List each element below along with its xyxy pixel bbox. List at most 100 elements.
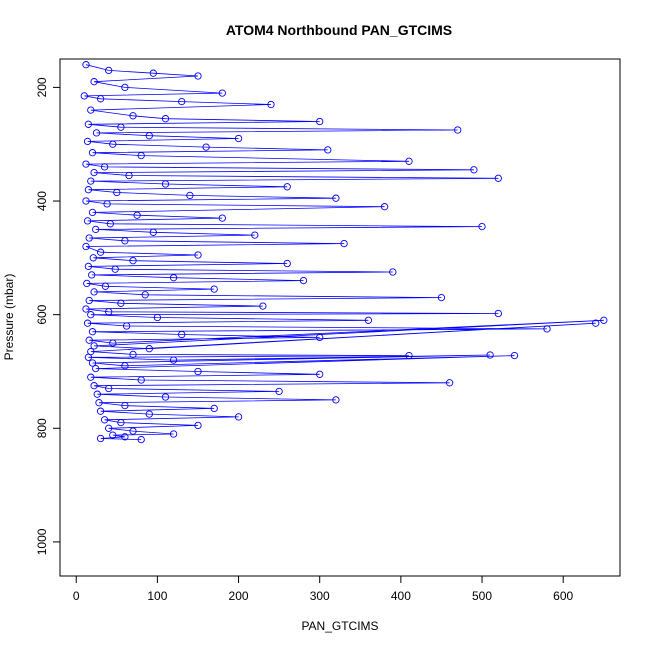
data-point	[121, 401, 129, 410]
data-point	[93, 390, 101, 398]
data-point	[84, 353, 93, 361]
data-point	[145, 132, 153, 140]
data-point	[88, 149, 97, 157]
data-point	[340, 239, 348, 248]
data-point	[85, 336, 93, 344]
data-point	[178, 97, 186, 106]
data-point	[117, 418, 125, 427]
data-point	[96, 434, 105, 443]
data-point	[389, 268, 397, 276]
data-point	[84, 120, 93, 128]
data-point	[299, 276, 308, 285]
data-point	[186, 191, 194, 200]
data-point	[85, 296, 93, 305]
data-point	[90, 168, 98, 177]
data-point	[87, 106, 95, 114]
data-point	[121, 237, 129, 245]
data-point	[100, 163, 109, 171]
data-point	[478, 222, 486, 231]
data-point	[90, 382, 98, 390]
data-point	[100, 416, 109, 424]
data-point	[96, 95, 105, 103]
data-point	[122, 322, 131, 330]
chart-title: ATOM4 Northbound PAN_GTCIMS	[226, 22, 452, 38]
y-tick-label: 200	[35, 77, 49, 97]
y-tick-label: 400	[35, 191, 49, 211]
data-point	[87, 177, 95, 185]
data-point	[101, 282, 110, 290]
data-point	[194, 72, 202, 80]
data-point	[109, 339, 117, 347]
data-point	[129, 427, 137, 435]
data-point	[95, 399, 103, 407]
data-point	[92, 364, 100, 373]
data-point	[137, 376, 145, 384]
data-point	[113, 188, 121, 197]
data-point	[169, 356, 178, 364]
data-point	[275, 387, 283, 396]
data-point	[88, 328, 97, 336]
x-tick-label: 500	[472, 589, 492, 603]
data-point	[137, 151, 145, 160]
data-point	[332, 396, 340, 404]
data-point	[234, 134, 243, 143]
data-point	[405, 351, 413, 360]
data-point	[145, 410, 153, 418]
data-point	[82, 61, 90, 69]
x-tick-label: 400	[391, 589, 411, 603]
data-point	[83, 137, 92, 146]
data-point	[133, 211, 141, 219]
data-point	[202, 143, 210, 151]
data-point	[470, 166, 478, 174]
data-point	[316, 333, 324, 342]
data-point	[405, 157, 413, 165]
data-point	[218, 89, 226, 97]
data-point	[218, 214, 226, 222]
data-point	[169, 274, 178, 282]
data-point	[129, 112, 137, 120]
data-point	[454, 126, 462, 134]
data-point	[169, 430, 178, 438]
y-tick-label: 600	[35, 304, 49, 324]
data-point	[234, 413, 243, 421]
data-point	[103, 200, 111, 208]
data-point	[486, 351, 494, 359]
data-point	[210, 404, 218, 413]
data-point	[105, 384, 113, 393]
data-point	[161, 115, 170, 123]
data-point	[178, 330, 186, 339]
data-point	[87, 311, 95, 319]
data-point	[161, 393, 170, 401]
data-point	[85, 234, 93, 242]
data-point	[194, 367, 202, 376]
data-point	[83, 319, 92, 327]
y-axis-label: Pressure (mbar)	[2, 274, 16, 361]
x-tick-label: 0	[73, 589, 80, 603]
x-tick-label: 300	[310, 589, 330, 603]
data-point	[129, 257, 137, 265]
data-point	[259, 302, 267, 310]
data-point	[83, 217, 92, 225]
x-tick-label: 200	[229, 589, 249, 603]
y-tick-label: 1000	[35, 528, 49, 555]
data-point	[82, 242, 90, 251]
data-point	[90, 78, 98, 86]
data-point	[283, 259, 291, 268]
data-point	[145, 345, 153, 353]
data-point	[106, 220, 114, 228]
data-point	[109, 140, 117, 148]
data-point	[111, 265, 119, 273]
data-point	[90, 288, 98, 296]
data-point	[149, 69, 157, 77]
data-point	[510, 351, 519, 360]
series-line	[84, 64, 604, 440]
data-point	[194, 251, 202, 259]
data-point	[82, 305, 90, 313]
x-axis: 0 100 200 300 400 500 600	[73, 575, 574, 603]
data-point	[89, 254, 97, 262]
data-point	[332, 194, 340, 202]
data-point	[267, 100, 275, 109]
data-point	[96, 248, 105, 256]
data-point	[129, 350, 137, 359]
